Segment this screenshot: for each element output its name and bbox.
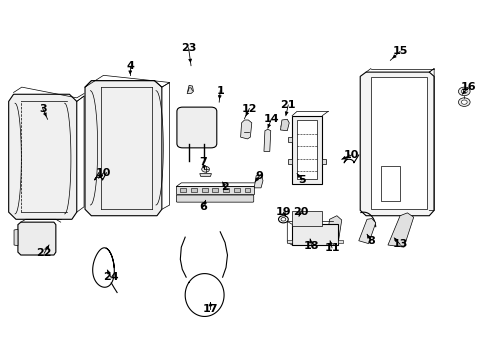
Polygon shape bbox=[180, 188, 186, 192]
Circle shape bbox=[390, 103, 396, 107]
Text: 23: 23 bbox=[181, 43, 196, 53]
Polygon shape bbox=[291, 116, 322, 184]
Polygon shape bbox=[240, 120, 251, 139]
Polygon shape bbox=[254, 175, 263, 188]
Circle shape bbox=[281, 124, 287, 129]
FancyBboxPatch shape bbox=[176, 195, 253, 202]
Polygon shape bbox=[287, 240, 291, 243]
Text: 10: 10 bbox=[96, 168, 111, 178]
Polygon shape bbox=[322, 158, 325, 164]
Text: 13: 13 bbox=[391, 239, 407, 249]
Polygon shape bbox=[370, 77, 426, 209]
Text: 18: 18 bbox=[303, 241, 319, 251]
Circle shape bbox=[460, 89, 466, 94]
Polygon shape bbox=[380, 166, 399, 202]
Circle shape bbox=[292, 228, 312, 242]
Text: 12: 12 bbox=[241, 104, 257, 113]
Text: 8: 8 bbox=[366, 236, 374, 246]
FancyBboxPatch shape bbox=[177, 107, 216, 148]
Text: 9: 9 bbox=[255, 171, 263, 181]
Polygon shape bbox=[14, 229, 18, 246]
Text: 4: 4 bbox=[126, 61, 134, 71]
Text: 20: 20 bbox=[292, 207, 307, 217]
Polygon shape bbox=[291, 224, 338, 245]
Polygon shape bbox=[358, 219, 375, 244]
Polygon shape bbox=[187, 85, 193, 94]
Text: 1: 1 bbox=[216, 86, 224, 96]
Text: 7: 7 bbox=[199, 157, 206, 167]
Polygon shape bbox=[291, 211, 322, 226]
Polygon shape bbox=[244, 188, 250, 192]
Circle shape bbox=[458, 87, 469, 96]
Text: 2: 2 bbox=[221, 182, 228, 192]
Text: 10: 10 bbox=[343, 150, 358, 160]
Polygon shape bbox=[18, 222, 56, 255]
Circle shape bbox=[407, 111, 411, 113]
Circle shape bbox=[24, 233, 30, 238]
Polygon shape bbox=[287, 137, 291, 143]
Text: 6: 6 bbox=[199, 202, 207, 212]
Polygon shape bbox=[191, 188, 197, 192]
Text: 11: 11 bbox=[324, 243, 339, 253]
Circle shape bbox=[44, 233, 50, 238]
Polygon shape bbox=[233, 188, 239, 192]
Circle shape bbox=[405, 109, 413, 115]
Text: 5: 5 bbox=[298, 175, 305, 185]
Circle shape bbox=[293, 214, 305, 223]
Polygon shape bbox=[176, 186, 254, 194]
Text: 22: 22 bbox=[36, 248, 52, 258]
Polygon shape bbox=[287, 158, 291, 164]
Polygon shape bbox=[296, 120, 317, 179]
Text: 15: 15 bbox=[391, 46, 407, 57]
Polygon shape bbox=[360, 72, 433, 216]
Polygon shape bbox=[280, 119, 288, 131]
Polygon shape bbox=[9, 94, 77, 219]
Circle shape bbox=[318, 231, 328, 238]
Circle shape bbox=[201, 166, 209, 172]
Polygon shape bbox=[200, 174, 211, 176]
Text: 3: 3 bbox=[39, 104, 46, 113]
Circle shape bbox=[297, 231, 307, 238]
Circle shape bbox=[44, 247, 50, 251]
Polygon shape bbox=[201, 188, 207, 192]
Circle shape bbox=[296, 216, 303, 221]
Circle shape bbox=[387, 101, 399, 109]
Polygon shape bbox=[212, 188, 218, 192]
Polygon shape bbox=[387, 213, 413, 247]
Polygon shape bbox=[85, 81, 162, 216]
Text: 14: 14 bbox=[263, 114, 279, 124]
Text: 16: 16 bbox=[459, 82, 475, 92]
Text: 24: 24 bbox=[103, 272, 119, 282]
Circle shape bbox=[458, 98, 469, 107]
Text: 17: 17 bbox=[203, 304, 218, 314]
Polygon shape bbox=[325, 216, 341, 245]
Circle shape bbox=[460, 100, 466, 104]
Circle shape bbox=[24, 247, 30, 251]
Polygon shape bbox=[338, 240, 343, 243]
Polygon shape bbox=[264, 129, 270, 152]
Polygon shape bbox=[223, 188, 228, 192]
Circle shape bbox=[313, 228, 333, 242]
Text: 21: 21 bbox=[280, 100, 295, 110]
Circle shape bbox=[310, 216, 317, 221]
Text: 19: 19 bbox=[275, 207, 291, 217]
Circle shape bbox=[307, 214, 320, 223]
